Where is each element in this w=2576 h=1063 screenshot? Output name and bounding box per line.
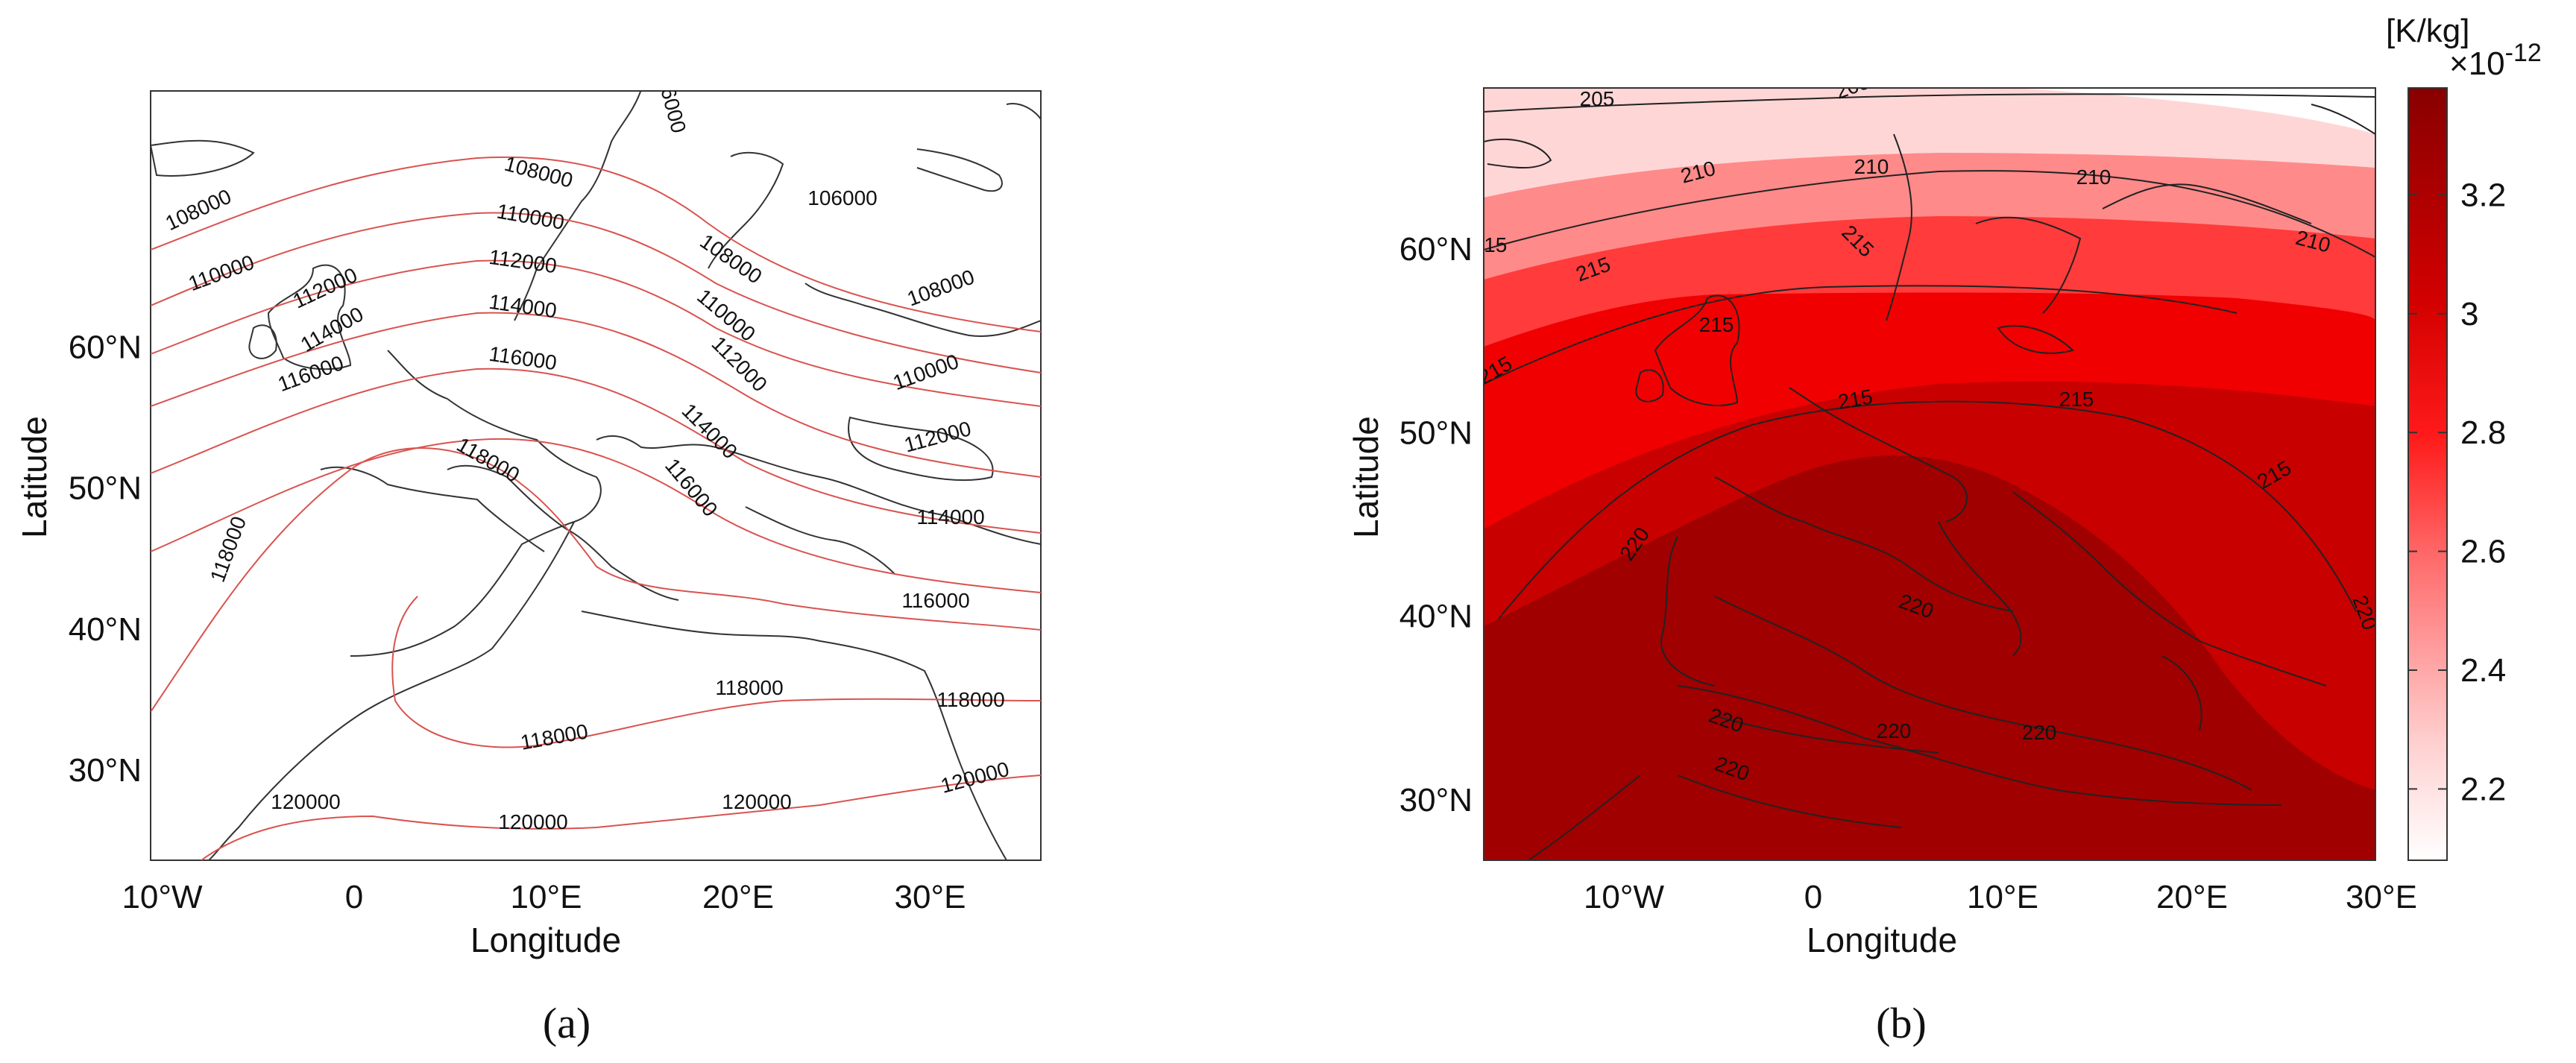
y-tick-label: 50°N xyxy=(1399,414,1473,451)
plot-frame-b xyxy=(1483,87,2376,861)
contour-label: 120000 xyxy=(498,810,567,833)
x-tick-label: 20°E xyxy=(2156,879,2228,915)
colorbar-tick-label: 2.6 xyxy=(2460,534,2506,570)
filled-bands-b xyxy=(1484,88,2375,860)
colorbar-exponent-power: -12 xyxy=(2505,39,2542,67)
x-tick-label: 0 xyxy=(345,879,363,915)
x-tick-label: 10°E xyxy=(511,879,582,915)
contour-label: 118000 xyxy=(936,688,1004,711)
contour-label: 215 xyxy=(2059,388,2094,411)
x-tick-label: 10°E xyxy=(1967,879,2038,915)
plot-frame-a xyxy=(150,90,1042,861)
colorbar-exponent: ×10-12 xyxy=(2449,39,2542,82)
colorbar-exponent-base: ×10 xyxy=(2449,45,2505,82)
colorbar-tick-label: 3.2 xyxy=(2460,177,2506,213)
colorbar: 2.2 2.4 2.6 2.8 3 3.2 [K/kg] ×10-12 xyxy=(2386,13,2542,861)
colorbar-gradient xyxy=(2407,87,2448,861)
contour-label: 118000 xyxy=(715,676,783,699)
contour-label: 120000 xyxy=(271,790,340,813)
y-tick-label: 50°N xyxy=(69,470,142,507)
colorbar-tick-label: 2.4 xyxy=(2460,652,2506,689)
y-ticks-a: 30°N 40°N 50°N 60°N xyxy=(69,329,142,789)
x-tick-label: 10°W xyxy=(1584,879,1665,915)
contour-label: 220 xyxy=(2022,721,2057,744)
colorbar-tick-label: 2.2 xyxy=(2460,771,2506,807)
y-tick-label: 40°N xyxy=(69,611,142,648)
x-tick-label: 30°E xyxy=(895,879,966,915)
y-tick-label: 30°N xyxy=(69,752,142,789)
contour-label: 220 xyxy=(1877,719,1912,742)
x-axis-label-a: Longitude xyxy=(470,921,621,959)
y-tick-label: 60°N xyxy=(1399,231,1473,268)
colorbar-ticks: 2.2 2.4 2.6 2.8 3 3.2 xyxy=(2408,177,2506,807)
x-tick-label: 0 xyxy=(1804,879,1822,915)
coastlines-b xyxy=(1484,104,2375,860)
contour-label: 210 xyxy=(1854,155,1889,178)
contour-label: 106000 xyxy=(807,186,877,209)
contour-label: 215 xyxy=(1699,313,1734,336)
y-tick-label: 30°N xyxy=(1399,782,1473,818)
colorbar-tick-label: 2.8 xyxy=(2460,414,2506,451)
contour-label: 210 xyxy=(2076,165,2111,189)
colorbar-unit: [K/kg] xyxy=(2386,13,2470,49)
x-tick-label: 20°E xyxy=(702,879,774,915)
panel-label-b: (b) xyxy=(1876,999,1927,1047)
contour-label: 205 xyxy=(1580,87,1615,110)
contour-label: 114000 xyxy=(916,505,984,529)
y-axis-label-a: Latitude xyxy=(15,416,54,538)
contour-label: 116000 xyxy=(901,589,969,612)
x-axis-label-b: Longitude xyxy=(1807,921,1957,959)
y-tick-label: 60°N xyxy=(69,329,142,365)
panel-label-a: (a) xyxy=(543,999,591,1047)
y-tick-label: 40°N xyxy=(1399,599,1473,635)
x-tick-label: 30°E xyxy=(2346,879,2417,915)
y-axis-label-b: Latitude xyxy=(1347,416,1385,538)
contours-a xyxy=(151,156,1041,860)
y-ticks-b: 30°N 40°N 50°N 60°N xyxy=(1399,231,1473,818)
x-ticks-a: 10°W 0 10°E 20°E 30°E xyxy=(122,879,966,915)
x-tick-label: 10°W xyxy=(122,879,203,915)
x-ticks-b: 10°W 0 10°E 20°E 30°E xyxy=(1584,879,2417,915)
contour-label: 120000 xyxy=(722,790,791,813)
colorbar-tick-label: 3 xyxy=(2460,296,2478,332)
contour-label: 215 xyxy=(1473,233,1508,256)
